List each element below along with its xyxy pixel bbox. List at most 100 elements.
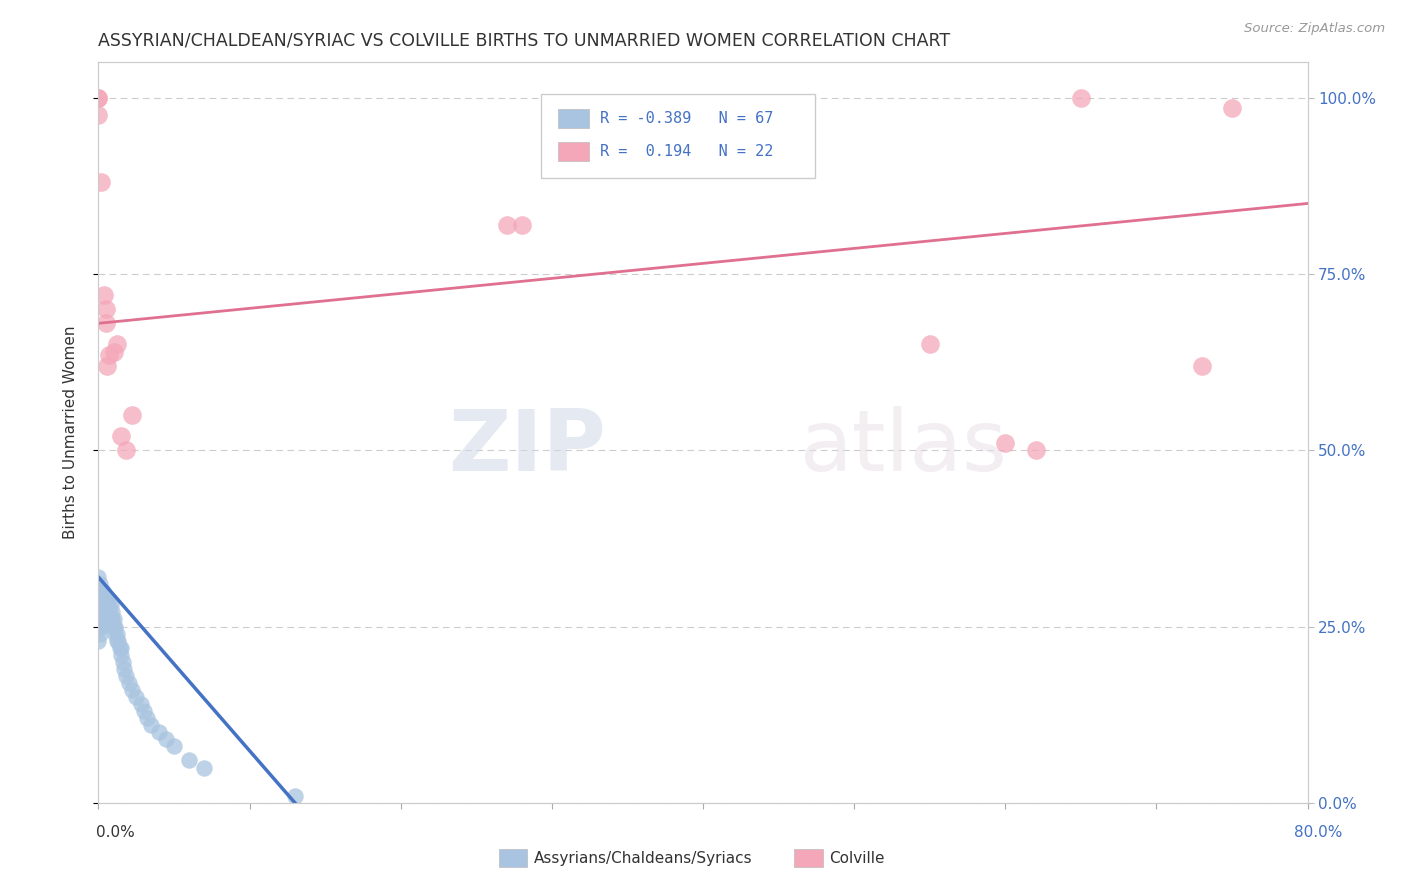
Point <box>132 704 155 718</box>
Point <box>93 606 115 620</box>
Point <box>495 218 517 232</box>
Point <box>155 732 177 747</box>
Point <box>510 218 533 232</box>
Point <box>98 599 121 613</box>
Point <box>114 443 136 458</box>
Point <box>94 302 117 317</box>
Point <box>111 655 134 669</box>
Point <box>121 683 143 698</box>
Point <box>87 570 110 584</box>
Text: Source: ZipAtlas.com: Source: ZipAtlas.com <box>1244 22 1385 36</box>
Point <box>90 606 112 620</box>
Point <box>110 429 132 443</box>
Point <box>101 606 124 620</box>
Point <box>96 359 118 373</box>
Point <box>89 612 111 626</box>
Point <box>93 612 115 626</box>
Point <box>103 619 125 633</box>
Point <box>100 612 122 626</box>
Point <box>107 633 129 648</box>
Point <box>91 584 114 599</box>
Point <box>135 711 157 725</box>
Point <box>284 789 307 803</box>
Point <box>104 626 127 640</box>
Point <box>1220 101 1243 115</box>
Point <box>89 584 111 599</box>
Point <box>112 662 135 676</box>
Point <box>105 626 128 640</box>
Text: R = -0.389   N = 67: R = -0.389 N = 67 <box>600 112 773 126</box>
Text: Assyrians/Chaldeans/Syriacs: Assyrians/Chaldeans/Syriacs <box>534 851 752 865</box>
Point <box>90 612 112 626</box>
Point <box>994 436 1017 450</box>
Point <box>118 676 141 690</box>
Point <box>1024 443 1046 458</box>
Point <box>103 344 125 359</box>
Point <box>87 606 110 620</box>
Point <box>93 288 115 302</box>
Point <box>94 591 117 606</box>
Point <box>93 591 115 606</box>
Point <box>100 599 122 613</box>
Point <box>103 612 125 626</box>
Text: ZIP: ZIP <box>449 406 606 489</box>
Point <box>87 584 110 599</box>
Point <box>94 316 117 330</box>
Point <box>108 640 131 655</box>
Point <box>1191 359 1213 373</box>
Point <box>98 606 121 620</box>
Point <box>91 591 114 606</box>
Point <box>87 599 110 613</box>
Point <box>1070 91 1092 105</box>
Point <box>110 640 132 655</box>
Point <box>87 108 110 122</box>
Point <box>89 619 111 633</box>
Text: ASSYRIAN/CHALDEAN/SYRIAC VS COLVILLE BIRTHS TO UNMARRIED WOMEN CORRELATION CHART: ASSYRIAN/CHALDEAN/SYRIAC VS COLVILLE BIR… <box>98 32 950 50</box>
Point <box>91 606 114 620</box>
Point <box>129 697 152 711</box>
Point <box>87 91 110 105</box>
Point <box>89 606 111 620</box>
Text: R =  0.194   N = 22: R = 0.194 N = 22 <box>600 145 773 159</box>
Point <box>96 606 118 620</box>
Text: 0.0%: 0.0% <box>96 825 135 840</box>
Point <box>105 337 128 351</box>
Point <box>121 408 143 422</box>
Point <box>101 612 124 626</box>
Point <box>96 599 118 613</box>
Text: Colville: Colville <box>830 851 884 865</box>
Point <box>90 599 112 613</box>
Point <box>94 606 117 620</box>
Point <box>87 619 110 633</box>
Text: 80.0%: 80.0% <box>1295 825 1343 840</box>
Point <box>89 577 111 591</box>
Point <box>90 591 112 606</box>
Point <box>104 619 127 633</box>
Point <box>91 612 114 626</box>
Point <box>163 739 186 754</box>
Point <box>90 619 112 633</box>
Point <box>90 175 112 189</box>
Point <box>93 599 115 613</box>
Text: atlas: atlas <box>800 406 1008 489</box>
Point <box>179 754 201 768</box>
Point <box>141 718 163 732</box>
Point <box>89 599 111 613</box>
Point <box>87 633 110 648</box>
Point <box>89 626 111 640</box>
Point <box>90 584 112 599</box>
Point <box>89 591 111 606</box>
Point <box>193 760 215 774</box>
Point <box>96 591 118 606</box>
Point <box>114 669 136 683</box>
Point <box>125 690 148 704</box>
Y-axis label: Births to Unmarried Women: Births to Unmarried Women <box>63 326 77 540</box>
Point <box>87 91 110 105</box>
Point <box>110 648 132 662</box>
Point <box>105 633 128 648</box>
Point <box>918 337 941 351</box>
Point <box>91 599 114 613</box>
Point <box>94 599 117 613</box>
Point <box>98 348 121 362</box>
Point <box>148 725 170 739</box>
